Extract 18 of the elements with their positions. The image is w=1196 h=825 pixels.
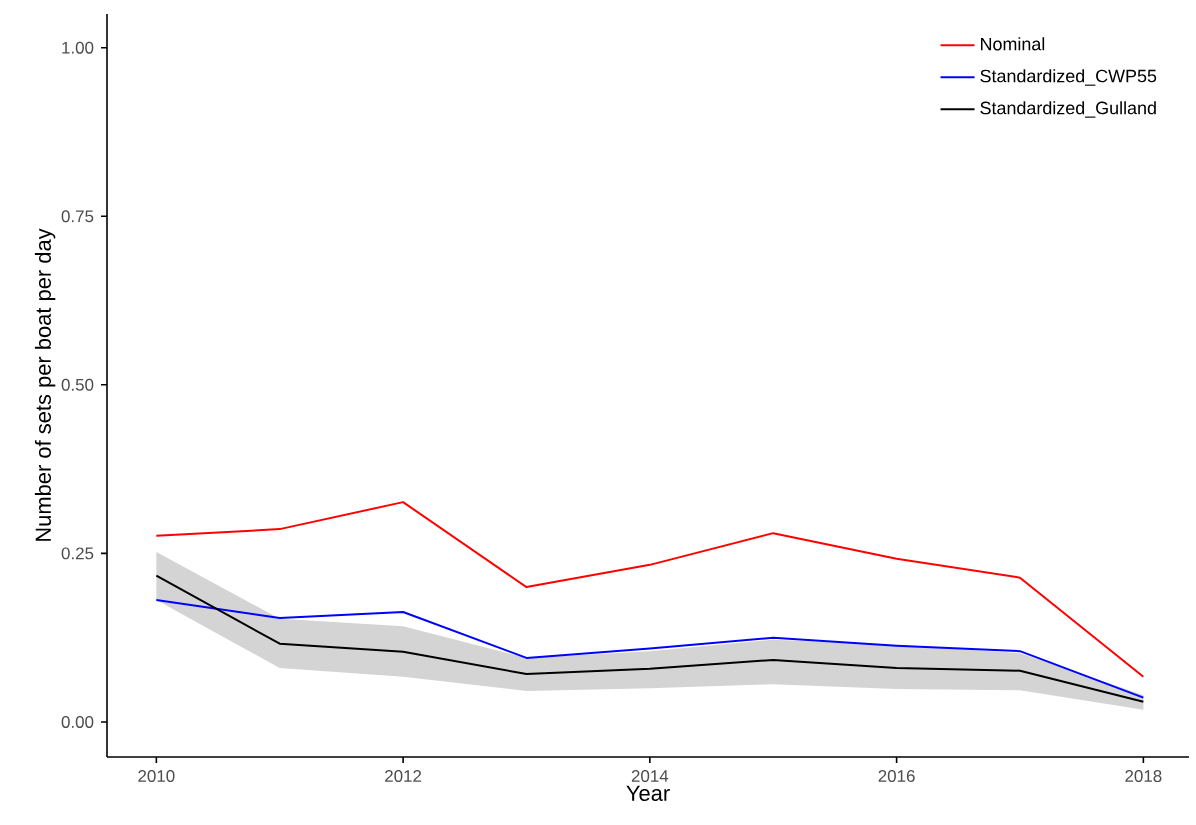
line-series xyxy=(155,598,1145,699)
x-tick-label: 2012 xyxy=(385,770,422,783)
y-tick-label: 0.00 xyxy=(61,715,94,728)
x-tick-label: 2014 xyxy=(631,770,669,783)
y-tick-label: 0.25 xyxy=(61,547,94,560)
y-tick-label: 0.50 xyxy=(61,378,94,391)
x-tick-label: 2018 xyxy=(1125,770,1162,783)
legend-label: Standardized_CWP55 xyxy=(980,69,1157,86)
legend-label: Nominal xyxy=(981,37,1045,51)
legend-label: Standardized_Gulland xyxy=(980,101,1156,118)
y-axis-title: Number of sets per boat per day xyxy=(34,228,56,541)
x-tick-label: 2016 xyxy=(878,770,915,783)
y-tick-label: 1.00 xyxy=(62,41,94,54)
line-series xyxy=(155,501,1145,678)
x-tick-label: 2010 xyxy=(138,770,175,783)
x-axis-title: Year xyxy=(626,785,670,802)
line-series xyxy=(155,574,1145,703)
y-tick-label: 0.75 xyxy=(61,210,94,223)
